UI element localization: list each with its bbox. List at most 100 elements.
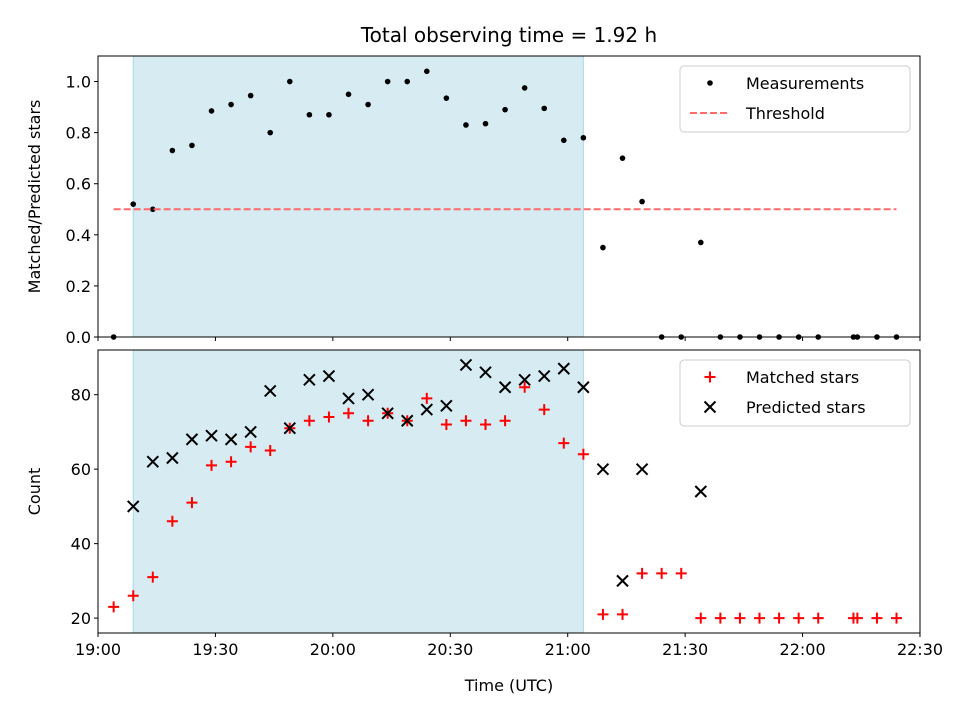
- data-point: [538, 404, 550, 416]
- data-point: [698, 239, 704, 246]
- x-tick-label: 21:30: [662, 640, 708, 659]
- data-point: [482, 120, 489, 127]
- data-point: [244, 425, 257, 439]
- data-point: [695, 612, 707, 624]
- data-point: [404, 78, 411, 85]
- data-point: [600, 244, 606, 251]
- legend-box: [679, 65, 911, 133]
- y-axis-label: Count: [25, 468, 44, 516]
- data-point: [283, 421, 297, 435]
- x-tick-label: 20:30: [427, 640, 473, 659]
- legend: Matched stars Predicted stars: [679, 359, 911, 427]
- data-point: [424, 68, 430, 75]
- data-point: [557, 362, 571, 375]
- data-point: [635, 462, 649, 476]
- legend-label: Measurements: [746, 74, 864, 93]
- data-point: [443, 95, 450, 101]
- data-point: [793, 612, 805, 624]
- data-point: [322, 369, 336, 383]
- y-tick-label: 0.8: [66, 124, 91, 143]
- data-point: [561, 137, 567, 144]
- data-point: [812, 612, 824, 624]
- data-point: [362, 415, 374, 427]
- x-tick-label: 22:00: [780, 640, 826, 659]
- data-point: [498, 381, 512, 394]
- x-tick-label: 19:30: [192, 640, 238, 659]
- data-point: [891, 612, 903, 624]
- data-point: [189, 142, 195, 149]
- data-point: [287, 78, 293, 85]
- data-point: [541, 105, 548, 112]
- data-point: [147, 571, 159, 583]
- data-point: [619, 155, 626, 161]
- data-point: [440, 418, 452, 430]
- data-point: [343, 407, 355, 419]
- axes-frame: [97, 349, 921, 634]
- data-point: [616, 574, 629, 588]
- data-point: [694, 485, 708, 498]
- data-point: [714, 612, 726, 624]
- data-point: [519, 381, 531, 393]
- y-tick-label: 60: [71, 460, 91, 479]
- data-point: [459, 358, 473, 372]
- legend: Measurements Threshold: [679, 65, 911, 133]
- data-point: [499, 415, 511, 427]
- legend-swatch: [704, 371, 716, 383]
- data-point: [326, 111, 332, 118]
- legend-label: Predicted stars: [746, 398, 866, 417]
- data-point: [323, 411, 335, 423]
- data-point: [502, 106, 508, 113]
- data-point: [264, 445, 276, 457]
- data-point: [205, 429, 218, 442]
- data-point: [247, 92, 254, 99]
- data-point: [597, 608, 609, 620]
- data-point: [639, 198, 645, 205]
- x-tick-label: 21:00: [545, 640, 591, 659]
- data-point: [381, 407, 394, 420]
- data-point: [228, 101, 234, 108]
- data-point: [518, 373, 531, 386]
- shaded-interval: [133, 350, 584, 633]
- data-point: [264, 384, 277, 398]
- y-tick-label: 80: [71, 386, 91, 405]
- data-point: [365, 101, 371, 108]
- axes-frame: [97, 55, 921, 338]
- series-predicted-stars: [127, 358, 708, 588]
- data-point: [460, 415, 472, 427]
- data-point: [440, 399, 453, 413]
- x-axis-label: Time (UTC): [464, 676, 553, 695]
- legend-swatch: [707, 80, 713, 86]
- top-panel: 0.0 0.2 0.4 0.6 0.8 1.0 Matched/Predicted star…: [25, 23, 921, 347]
- legend-label: Matched stars: [746, 368, 859, 387]
- data-point: [754, 612, 766, 624]
- data-point: [169, 147, 176, 154]
- data-point: [267, 129, 274, 136]
- data-point: [538, 369, 551, 383]
- series-measurements: [110, 68, 900, 340]
- data-point: [186, 497, 198, 509]
- data-point: [577, 448, 589, 460]
- y-tick-label: 0.2: [66, 277, 91, 296]
- data-point: [384, 78, 391, 85]
- data-point: [421, 392, 433, 404]
- data-point: [463, 122, 469, 128]
- data-point: [636, 567, 648, 579]
- data-point: [130, 201, 137, 207]
- data-point: [245, 441, 257, 453]
- data-point: [127, 590, 139, 602]
- y-tick-label: 0.4: [66, 226, 91, 245]
- legend-box: [679, 359, 911, 427]
- y-tick-label: 40: [71, 535, 91, 554]
- data-point: [306, 111, 313, 118]
- data-point: [108, 601, 120, 613]
- data-point: [656, 567, 668, 579]
- y-axis-label: Matched/Predicted stars: [25, 100, 44, 294]
- chart-title: Total observing time = 1.92 h: [360, 23, 657, 47]
- data-point: [345, 91, 352, 98]
- bottom-panel: 20 40 60 80 19:00 19:30 20:00 20:30 21:00 21:30 22…: [25, 349, 943, 695]
- data-point: [224, 433, 238, 446]
- data-point: [208, 108, 215, 114]
- data-point: [577, 381, 590, 394]
- data-point: [871, 612, 883, 624]
